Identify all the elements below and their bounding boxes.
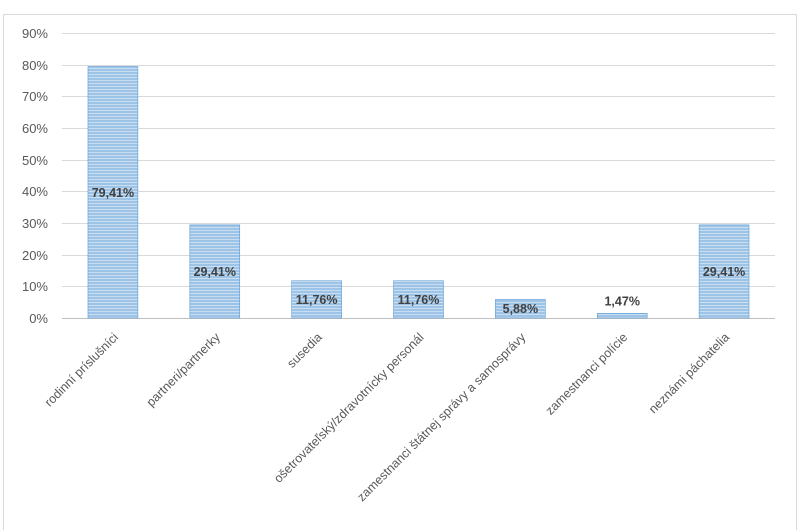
- data-label: 1,47%: [604, 294, 639, 308]
- data-label: 29,41%: [703, 265, 745, 279]
- y-axis-tick-labels: 0% 10% 20% 30% 40% 50% 60% 70% 80% 90%: [22, 26, 48, 326]
- bar: [495, 299, 546, 319]
- y-tick-label: 70%: [22, 89, 48, 104]
- data-label: 29,41%: [194, 265, 236, 279]
- category-label: zamestnanci polície: [543, 330, 631, 418]
- y-tick-label: 40%: [22, 184, 48, 199]
- gridlines: [62, 33, 775, 319]
- y-tick-label: 20%: [22, 248, 48, 263]
- bar: [189, 224, 241, 319]
- category-label: partneri/partnerky: [144, 330, 224, 410]
- y-tick-label: 30%: [22, 216, 48, 231]
- bar: [291, 280, 342, 319]
- category-label: susedia: [284, 330, 324, 370]
- data-label: 11,76%: [296, 293, 338, 307]
- bar: [393, 280, 444, 319]
- data-label: 5,88%: [503, 302, 538, 316]
- bar: [698, 224, 750, 319]
- y-tick-label: 0%: [29, 311, 48, 326]
- data-label: 79,41%: [92, 186, 134, 200]
- data-labels: 79,41% 29,41% 11,76% 11,76% 5,88% 1,47% 29,41%: [92, 186, 746, 316]
- x-axis-category-labels: rodinní príslušníci partneri/partnerky sus…: [42, 330, 732, 505]
- y-tick-label: 60%: [22, 121, 48, 136]
- category-label: rodinní príslušníci: [42, 330, 121, 409]
- y-tick-label: 90%: [22, 26, 48, 41]
- y-tick-label: 10%: [22, 279, 48, 294]
- category-label: zamestnanci štátnej správy a samosprávy: [354, 330, 529, 505]
- bars: [87, 66, 750, 319]
- y-tick-label: 50%: [22, 153, 48, 168]
- bar: [596, 313, 648, 319]
- y-tick-label: 80%: [22, 58, 48, 73]
- bar: [87, 66, 139, 319]
- data-label: 11,76%: [398, 293, 440, 307]
- category-label: neznámi páchatelia: [646, 330, 732, 416]
